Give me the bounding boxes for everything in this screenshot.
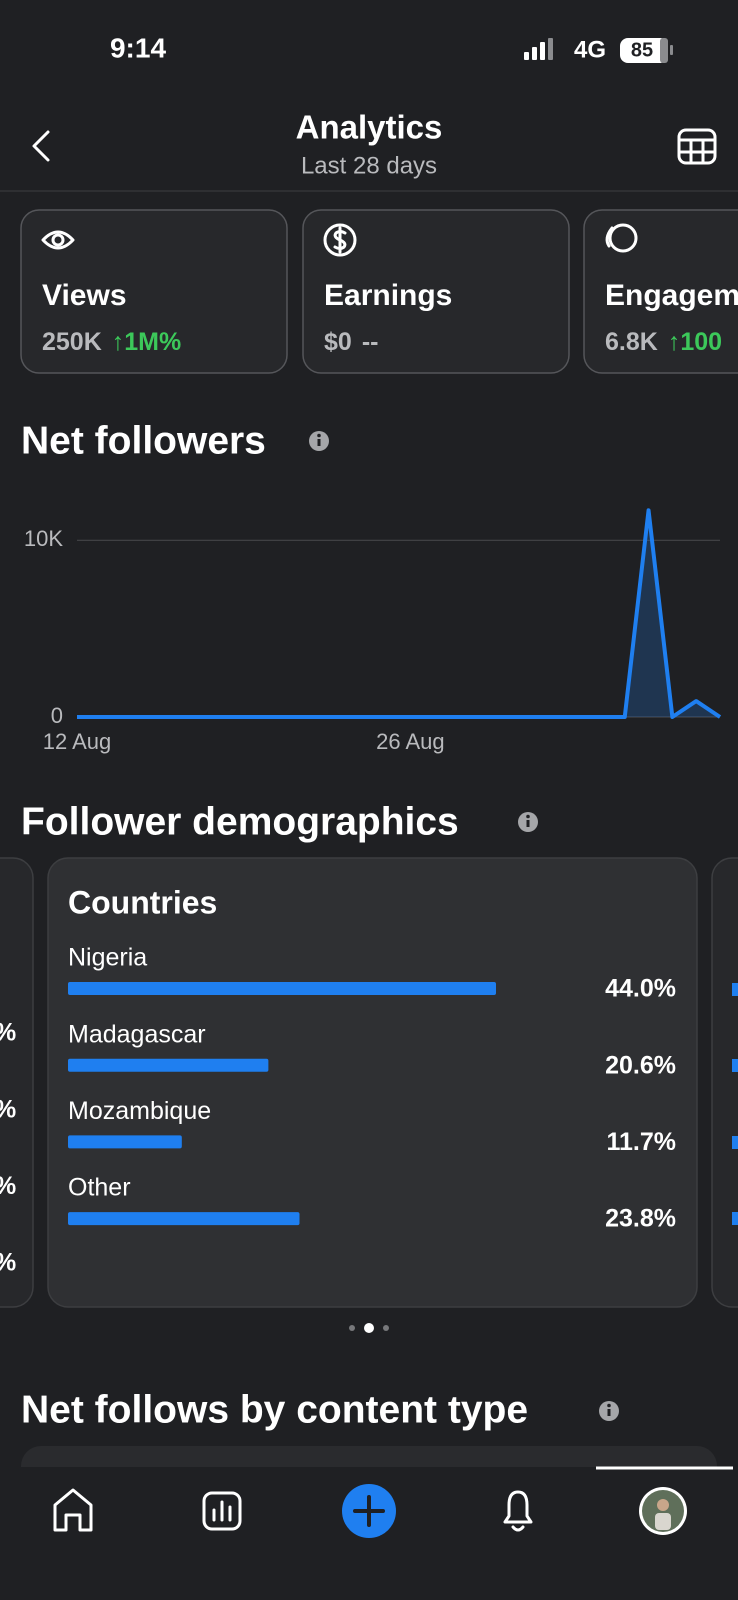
back-button[interactable]: [32, 130, 50, 162]
bar: [68, 982, 496, 995]
category-label: Nigeria: [68, 944, 147, 972]
info-icon[interactable]: [518, 812, 538, 832]
side-card-fragment: %: [0, 1172, 16, 1200]
metric-change: ↑1M%: [112, 328, 181, 356]
battery-tip: [670, 45, 673, 55]
metric-card[interactable]: [302, 209, 570, 374]
section-title: Net follows by content type: [21, 1388, 528, 1431]
metric-change: --: [362, 328, 379, 356]
category-label: Madagascar: [68, 1020, 206, 1048]
value-label: 23.8%: [605, 1205, 676, 1233]
metric-label: Engagem: [605, 279, 738, 312]
section-title: Net followers: [21, 419, 266, 462]
line-area: [77, 510, 720, 717]
card-title: Countries: [68, 884, 217, 920]
x-tick-label: 26 Aug: [376, 729, 445, 754]
network-type: 4G: [574, 36, 606, 63]
nav-notifications[interactable]: [503, 1490, 533, 1532]
metric-stats: 6.8K ↑100: [605, 328, 722, 356]
metric-value: $0: [324, 328, 352, 356]
engagement-icon: [605, 223, 638, 253]
info-icon[interactable]: [309, 431, 329, 451]
side-card-fragment: %: [0, 1249, 16, 1277]
side-card-bars: [732, 983, 738, 1225]
side-card-fragment: %: [0, 1019, 16, 1047]
signal-icon: [524, 38, 553, 60]
earnings-icon: [323, 223, 357, 257]
value-label: 44.0%: [605, 975, 676, 1003]
views-icon: [41, 230, 75, 250]
header-title: Analytics: [296, 109, 443, 146]
nav-profile[interactable]: [639, 1487, 687, 1535]
battery-level: 85: [631, 39, 653, 61]
value-label: 20.6%: [605, 1051, 676, 1079]
nav-create[interactable]: [342, 1484, 396, 1538]
x-tick-label: 12 Aug: [43, 729, 112, 754]
category-label: Other: [68, 1174, 131, 1202]
metric-value: 6.8K: [605, 328, 658, 356]
category-label: Mozambique: [68, 1097, 211, 1125]
y-tick-label: 0: [51, 703, 63, 728]
calendar-button[interactable]: [677, 128, 717, 165]
metric-change: ↑100: [668, 328, 722, 356]
metric-card[interactable]: [20, 209, 288, 374]
bar: [68, 1212, 300, 1226]
demographics-card[interactable]: [0, 857, 34, 1308]
bar: [68, 1135, 182, 1149]
section-title: Follower demographics: [21, 800, 459, 843]
metric-value: 250K: [42, 328, 102, 356]
nav-analytics[interactable]: [202, 1491, 242, 1531]
metric-label: Views: [42, 279, 127, 312]
pagination: [349, 1323, 389, 1333]
data-line: [77, 508, 722, 719]
metric-label: Earnings: [324, 279, 452, 312]
demographics-card[interactable]: [47, 857, 698, 1308]
battery-empty: [660, 38, 668, 63]
metric-stats: 250K ↑1M%: [42, 328, 181, 356]
bar: [68, 1058, 269, 1072]
side-card-fragment: %: [0, 1095, 16, 1123]
status-time: 9:14: [110, 32, 166, 63]
info-icon[interactable]: [599, 1401, 619, 1421]
metric-stats: $0 --: [324, 328, 378, 356]
y-tick-label: 10K: [24, 526, 63, 551]
nav-home[interactable]: [53, 1488, 93, 1532]
value-label: 11.7%: [606, 1128, 676, 1156]
battery-icon: [620, 38, 668, 63]
demographics-card[interactable]: [711, 857, 738, 1308]
header-subtitle: Last 28 days: [301, 152, 437, 179]
